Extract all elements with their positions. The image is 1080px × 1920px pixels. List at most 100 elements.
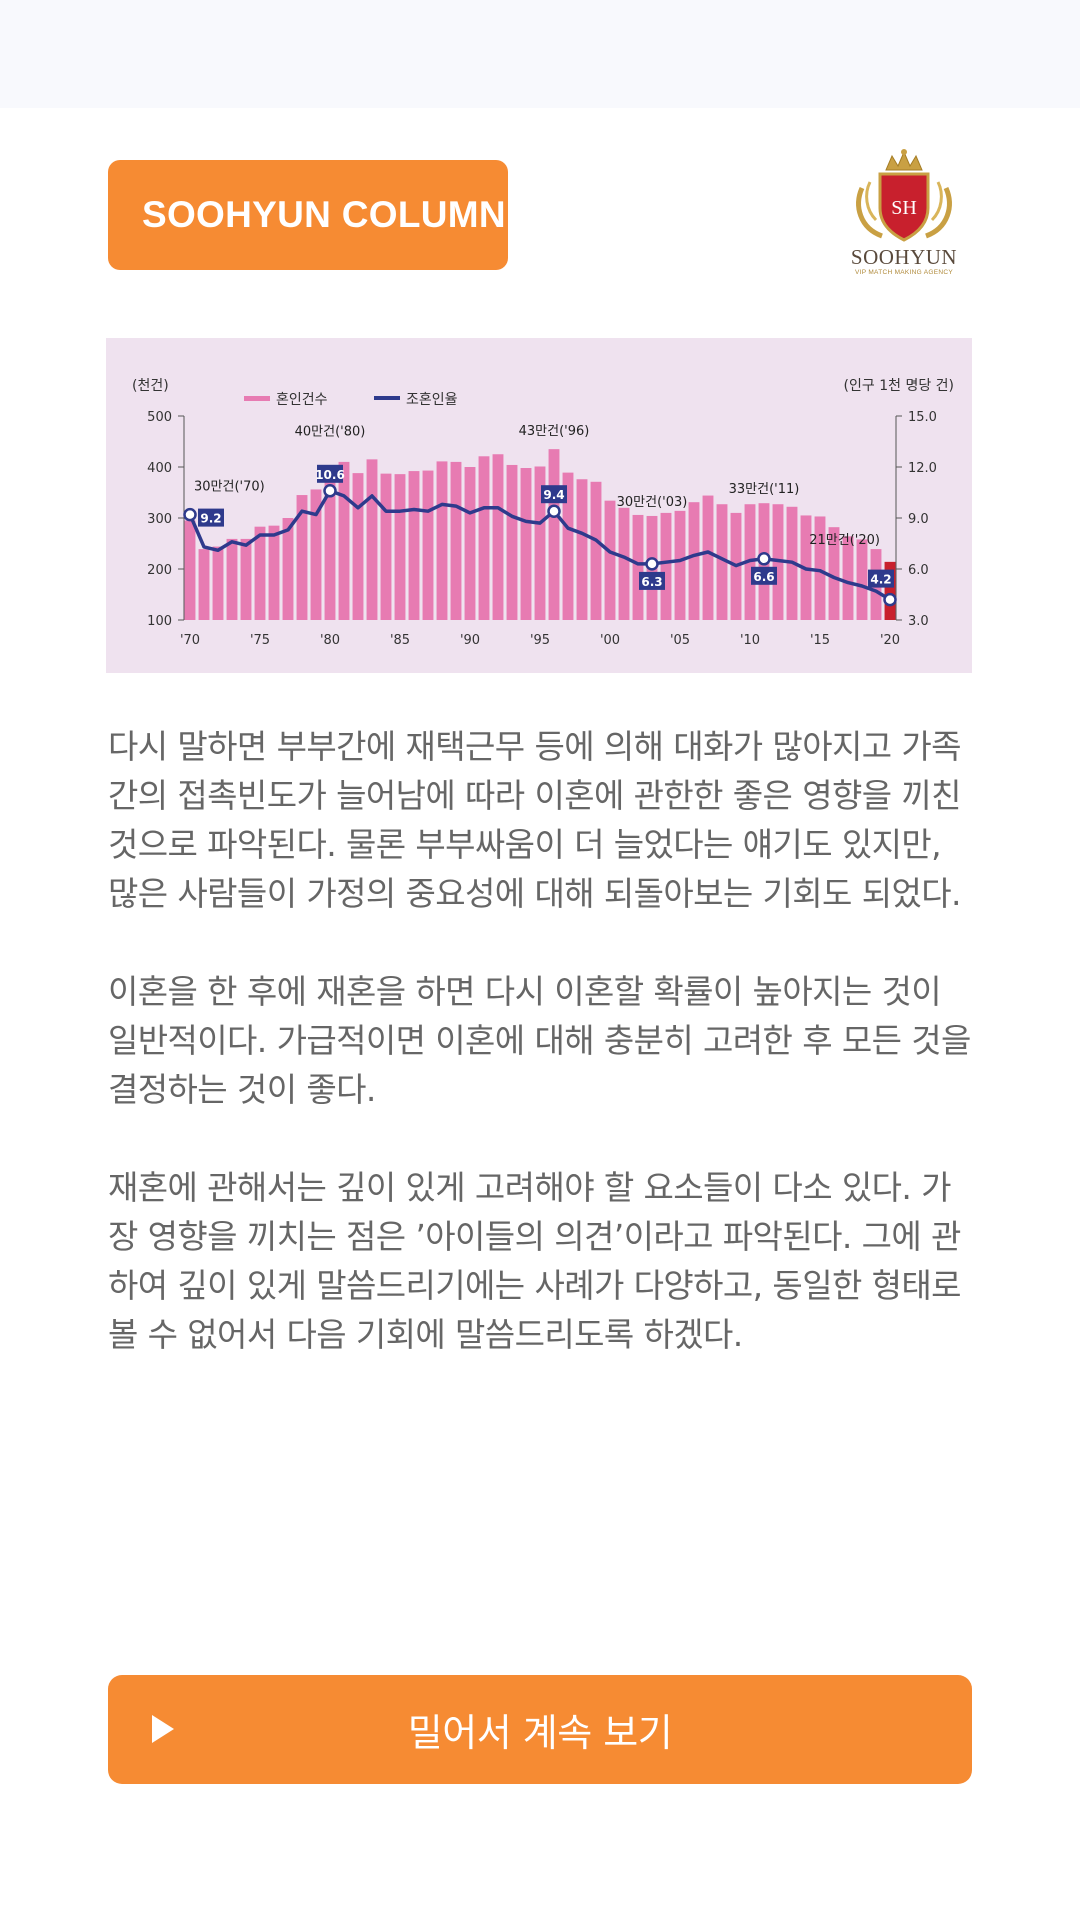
x-tick-label: '10 bbox=[740, 633, 760, 648]
bar-1971 bbox=[198, 549, 210, 620]
x-tick-label: '05 bbox=[670, 633, 690, 648]
bar-1999 bbox=[590, 481, 602, 620]
bar-2008 bbox=[716, 504, 728, 620]
legend-bar-swatch bbox=[244, 396, 270, 401]
rate-marker-1996 bbox=[547, 504, 561, 518]
bar-1983 bbox=[366, 459, 378, 620]
bar-2020 bbox=[884, 561, 896, 620]
bar-1974 bbox=[240, 538, 252, 620]
right-axis-label: (인구 1천 명당 건) bbox=[844, 378, 954, 394]
article-body: 다시 말하면 부부간에 재택근무 등에 의해 대화가 많아지고 가족 간의 접촉… bbox=[108, 722, 978, 1408]
play-icon bbox=[152, 1715, 174, 1743]
continue-reading-button[interactable]: 밀어서 계속 보기 bbox=[108, 1675, 972, 1784]
bar-1993 bbox=[506, 464, 518, 620]
x-tick-label: '80 bbox=[320, 633, 340, 648]
rate-badge-label-1980: 10.6 bbox=[315, 468, 345, 482]
rate-marker-1980 bbox=[323, 484, 337, 498]
bar-1985 bbox=[394, 474, 406, 620]
legend-line-swatch bbox=[374, 396, 400, 400]
bar-2018 bbox=[856, 539, 868, 620]
count-annotation-2011: 33만건('11) bbox=[729, 482, 800, 497]
rate-badge-2011 bbox=[751, 566, 777, 585]
bar-1981 bbox=[338, 461, 350, 620]
legend-bar-label: 혼인건수 bbox=[276, 392, 328, 408]
bar-1986 bbox=[408, 471, 420, 620]
count-annotation-1970: 30만건('70) bbox=[194, 480, 265, 495]
bar-2017 bbox=[842, 536, 854, 620]
bar-1982 bbox=[352, 473, 364, 620]
bar-1995 bbox=[534, 466, 546, 620]
count-annotation-2020: 21만건('20) bbox=[809, 533, 880, 548]
rate-badge-1980 bbox=[317, 464, 343, 483]
bar-2006 bbox=[688, 502, 700, 620]
bar-1972 bbox=[212, 546, 224, 620]
bar-1978 bbox=[296, 495, 308, 620]
legend-line-label: 조혼인율 bbox=[406, 392, 458, 408]
bar-1991 bbox=[478, 456, 490, 620]
x-tick-label: '20 bbox=[880, 633, 900, 648]
rate-marker-2003 bbox=[645, 557, 659, 571]
left-axis-label: (천건) bbox=[132, 378, 169, 394]
bar-1973 bbox=[226, 538, 238, 620]
bar-1970 bbox=[184, 520, 196, 620]
bar-2004 bbox=[660, 512, 672, 620]
bar-1980 bbox=[324, 465, 336, 620]
bar-1987 bbox=[422, 470, 434, 620]
bar-2005 bbox=[674, 510, 686, 620]
rate-badge-label-1970: 9.2 bbox=[200, 512, 221, 526]
x-tick-label: '70 bbox=[180, 633, 200, 648]
left-tick-label: 300 bbox=[147, 512, 172, 527]
left-tick-label: 400 bbox=[147, 461, 172, 476]
rate-badge-1970 bbox=[198, 508, 224, 527]
rate-line bbox=[188, 489, 891, 602]
bar-1997 bbox=[562, 472, 574, 620]
marriage-chart: (천건) (인구 1천 명당 건) 혼인건수 조혼인율 100 200 300 400 500 3… bbox=[106, 338, 972, 673]
article-paragraph-1: 다시 말하면 부부간에 재택근무 등에 의해 대화가 많아지고 가족 간의 접촉… bbox=[108, 727, 961, 913]
left-tick-label: 100 bbox=[147, 614, 172, 629]
bar-1977 bbox=[282, 518, 294, 620]
x-tick-label: '75 bbox=[250, 633, 270, 648]
rate-badge-label-2011: 6.6 bbox=[753, 570, 774, 584]
left-tick-label: 200 bbox=[147, 563, 172, 578]
bar-2001 bbox=[618, 507, 630, 620]
right-tick-label: 12.0 bbox=[908, 461, 937, 476]
x-tick-label: '90 bbox=[460, 633, 480, 648]
x-tick-label: '95 bbox=[530, 633, 550, 648]
count-annotation-1980: 40만건('80) bbox=[295, 424, 366, 439]
bar-2002 bbox=[632, 514, 644, 620]
bar-1992 bbox=[492, 454, 504, 620]
x-tick-label: '00 bbox=[600, 633, 620, 648]
rate-badge-2003 bbox=[639, 571, 665, 590]
rate-marker-2020 bbox=[883, 592, 897, 607]
logo-monogram: SH bbox=[891, 197, 917, 219]
rate-badge-2020 bbox=[868, 569, 894, 588]
article-paragraph-2: 이혼을 한 후에 재혼을 하면 다시 이혼할 확률이 높아지는 것이 일반적이다… bbox=[108, 972, 971, 1109]
bar-1988 bbox=[436, 461, 448, 620]
rate-badge-label-2003: 6.3 bbox=[641, 575, 662, 589]
count-annotation-1996: 43만건('96) bbox=[519, 424, 590, 439]
article-paragraph-3: 재혼에 관해서는 깊이 있게 고려해야 할 요소들이 다소 있다. 가장 영향을… bbox=[108, 1168, 961, 1354]
bar-2015 bbox=[814, 516, 826, 620]
bar-2000 bbox=[604, 500, 616, 620]
rate-badge-1996 bbox=[541, 485, 567, 504]
top-strip bbox=[0, 0, 1080, 108]
bar-1990 bbox=[464, 467, 476, 620]
bar-1996 bbox=[548, 449, 560, 620]
column-badge: SOOHYUN COLUMN bbox=[108, 160, 508, 270]
bar-1984 bbox=[380, 473, 392, 620]
bar-1989 bbox=[450, 461, 462, 620]
right-tick-label: 15.0 bbox=[908, 410, 937, 425]
crest-icon: SH bbox=[856, 149, 952, 242]
x-tick-label: '15 bbox=[810, 633, 830, 648]
right-tick-label: 9.0 bbox=[908, 512, 929, 527]
bar-2016 bbox=[828, 527, 840, 620]
logo-tagline: VIP MATCH MAKING AGENCY bbox=[854, 269, 954, 276]
bar-1976 bbox=[268, 525, 280, 620]
chart-svg: (천건) (인구 1천 명당 건) 혼인건수 조혼인율 100 200 300 400 500 3… bbox=[132, 378, 954, 648]
logo-name: SOOHYUN bbox=[850, 245, 958, 269]
right-tick-label: 3.0 bbox=[908, 614, 929, 629]
bar-1994 bbox=[520, 468, 532, 620]
bar-1998 bbox=[576, 479, 588, 620]
x-tick-label: '85 bbox=[390, 633, 410, 648]
continue-reading-label: 밀어서 계속 보기 bbox=[407, 1711, 673, 1755]
